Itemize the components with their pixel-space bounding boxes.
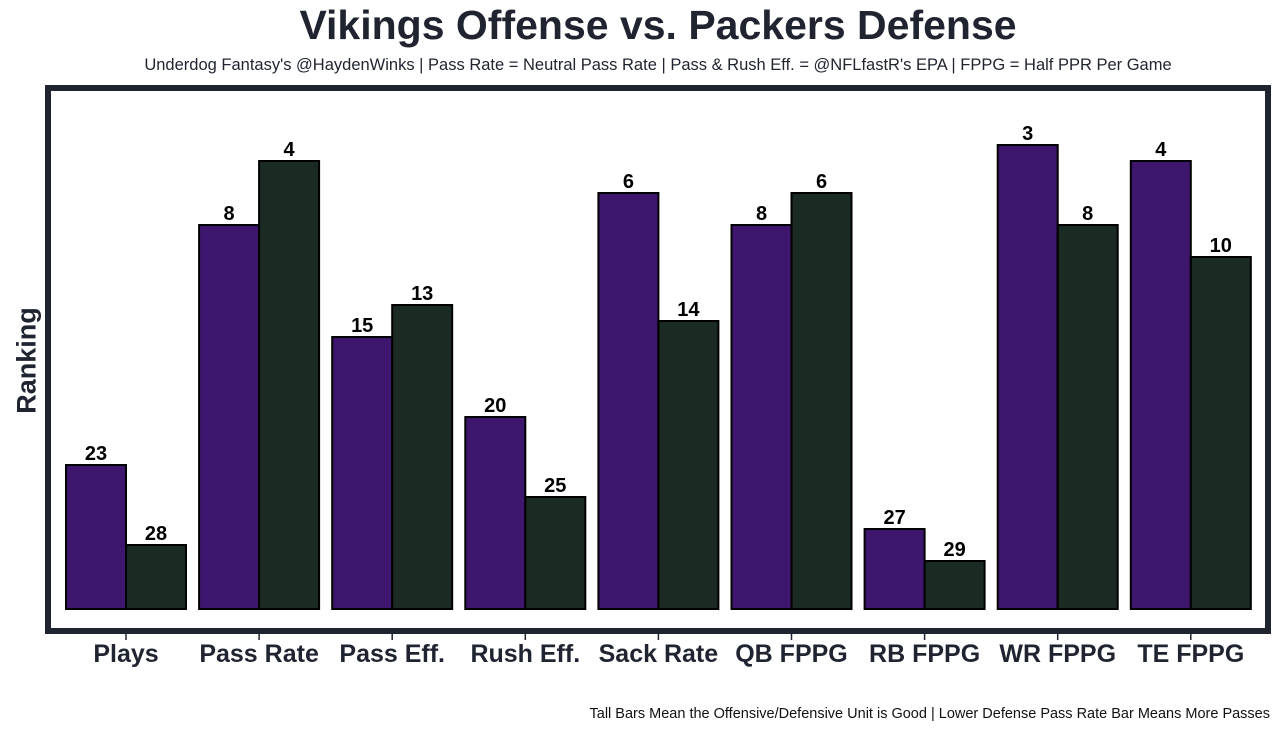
defense-bar-wr-fppg (1056, 224, 1119, 610)
data-label: 20 (484, 395, 506, 417)
data-label: 3 (1022, 123, 1033, 145)
plot-frame (45, 85, 1271, 634)
offense-bar-te-fppg (1129, 160, 1192, 610)
defense-bar-rush-eff (524, 496, 587, 610)
data-label: 15 (351, 315, 373, 337)
x-tick-label: Sack Rate (599, 640, 719, 668)
defense-bar-qb-fppg (790, 192, 853, 610)
offense-bar-rush-eff (464, 416, 527, 610)
offense-bar-plays (65, 464, 127, 610)
data-label: 10 (1210, 235, 1232, 257)
data-label: 23 (85, 443, 107, 465)
offense-bar-pass-eff (331, 336, 394, 610)
offense-bar-sack-rate (597, 192, 660, 610)
offense-bar-rb-fppg (863, 528, 926, 610)
offense-bar-pass-rate (198, 224, 261, 610)
defense-bar-pass-rate (258, 160, 321, 610)
x-tick-label: WR FPPG (999, 640, 1116, 668)
data-label: 4 (1155, 139, 1167, 161)
x-tick-label: RB FPPG (869, 640, 980, 668)
chart-subtitle: Underdog Fantasy's @HaydenWinks | Pass R… (144, 56, 1172, 74)
data-label: 14 (677, 299, 700, 321)
data-label: 27 (883, 507, 905, 529)
offense-bar-qb-fppg (730, 224, 793, 610)
data-label: 25 (544, 475, 566, 497)
offense-bar-wr-fppg (996, 144, 1059, 610)
x-tick-label: Pass Eff. (339, 640, 445, 668)
data-label: 8 (756, 203, 767, 225)
data-label: 28 (145, 523, 167, 545)
defense-bar-rb-fppg (923, 560, 986, 610)
data-label: 13 (411, 283, 433, 305)
x-tick-label: QB FPPG (735, 640, 848, 668)
chart-footer-note: Tall Bars Mean the Offensive/Defensive U… (589, 706, 1270, 722)
defense-bar-te-fppg (1189, 256, 1252, 610)
data-label: 6 (623, 171, 634, 193)
data-label: 4 (284, 139, 296, 161)
data-label: 6 (816, 171, 827, 193)
defense-bar-sack-rate (657, 320, 720, 610)
x-tick-label: Plays (93, 640, 158, 668)
x-tick-label: Rush Eff. (470, 640, 580, 668)
data-label: 29 (943, 539, 965, 561)
data-label: 8 (1082, 203, 1093, 225)
data-label: 8 (224, 203, 235, 225)
x-tick-label: Pass Rate (199, 640, 319, 668)
x-tick-label: TE FPPG (1137, 640, 1244, 668)
chart-title: Vikings Offense vs. Packers Defense (299, 2, 1017, 48)
defense-bar-plays (125, 544, 187, 610)
defense-bar-pass-eff (391, 304, 454, 610)
